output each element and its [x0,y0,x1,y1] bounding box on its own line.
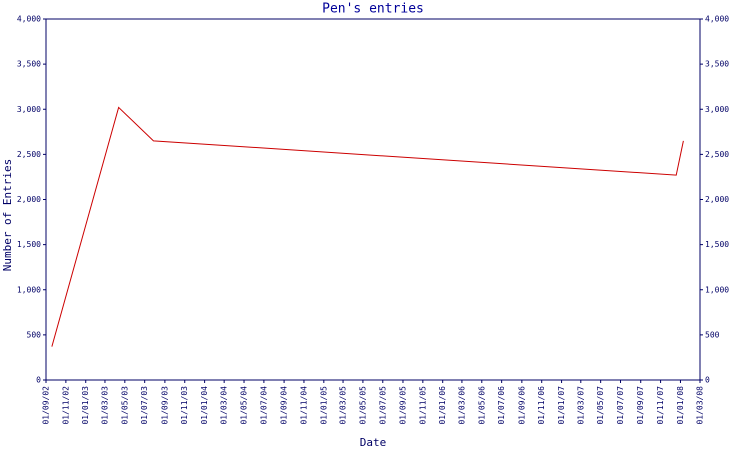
x-tick-label: 01/07/06 [497,386,506,425]
y-tick-label: 2,500 [17,150,41,159]
x-tick-label: 01/01/04 [200,386,209,425]
y2-tick-label: 500 [705,330,720,339]
y-tick-label: 1,000 [17,285,41,294]
data-line [51,106,684,347]
x-tick-label: 01/09/07 [636,386,645,425]
x-tick-label: 01/01/05 [319,386,328,425]
y-tick-label: 0 [36,376,41,385]
y2-tick-label: 0 [705,376,710,385]
x-tick-label: 01/01/06 [438,386,447,425]
x-tick-label: 01/05/06 [477,386,486,425]
y-axis-label: Number of Entries [1,159,14,272]
x-tick-label: 01/03/07 [576,386,585,425]
y2-tick-label: 4,000 [705,15,729,24]
x-tick-label: 01/03/05 [339,386,348,425]
x-tick-label: 01/07/05 [378,386,387,425]
x-tick-label: 01/01/08 [676,386,685,425]
y-tick-label: 3,500 [17,60,41,69]
x-tick-label: 01/07/03 [140,386,149,425]
y2-tick-label: 1,500 [705,240,729,249]
x-tick-label: 01/03/04 [220,386,229,425]
x-tick-label: 01/01/07 [557,386,566,425]
x-tick-label: 01/03/06 [457,386,466,425]
x-tick-label: 01/05/05 [358,386,367,425]
y-tick-label: 500 [27,330,42,339]
x-tick-label: 01/03/03 [100,386,109,425]
y-tick-label: 1,500 [17,240,41,249]
plot-frame [45,18,701,381]
x-tick-label: 01/11/06 [537,386,546,425]
y2-tick-label: 3,000 [705,105,729,114]
x-tick-label: 01/11/04 [299,386,308,425]
x-tick-label: 01/07/07 [616,386,625,425]
y2-tick-label: 3,500 [705,60,729,69]
x-tick-label: 01/11/03 [180,386,189,425]
x-tick-label: 01/11/07 [656,386,665,425]
x-tick-label: 01/05/04 [240,386,249,425]
y-tick-label: 2,000 [17,195,41,204]
x-tick-label: 01/09/04 [280,386,289,425]
x-tick-label: 01/07/04 [259,386,268,425]
x-tick-label: 01/09/06 [517,386,526,425]
x-tick-label: 01/11/02 [61,386,70,425]
x-tick-label: 01/05/07 [596,386,605,425]
x-tick-label: 01/09/05 [398,386,407,425]
x-tick-label: 01/09/02 [42,386,51,425]
y2-tick-label: 2,000 [705,195,729,204]
y-tick-label: 3,000 [17,105,41,114]
y2-tick-label: 1,000 [705,285,729,294]
x-axis-label: Date [360,436,387,449]
chart-title: Pen's entries [322,2,424,17]
y2-tick-label: 2,500 [705,150,729,159]
x-tick-label: 01/01/03 [81,386,90,425]
y-tick-label: 4,000 [17,15,41,24]
x-tick-label: 01/03/08 [696,386,705,425]
x-tick-label: 01/09/03 [160,386,169,425]
x-tick-label: 01/05/03 [120,386,129,425]
x-tick-label: 01/11/05 [418,386,427,425]
